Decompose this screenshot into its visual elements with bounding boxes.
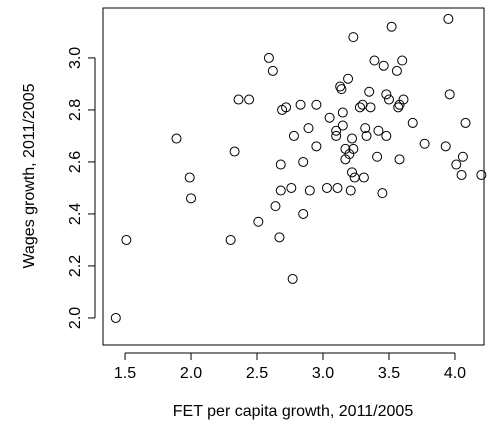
point	[335, 81, 346, 92]
point	[381, 130, 392, 141]
point	[443, 13, 454, 24]
point	[440, 141, 451, 152]
point	[348, 32, 359, 43]
point	[456, 169, 467, 180]
point	[311, 141, 322, 152]
point	[451, 159, 462, 170]
point	[233, 94, 244, 105]
point	[171, 133, 182, 144]
point	[311, 99, 322, 110]
point	[397, 55, 408, 66]
point	[365, 102, 376, 113]
point	[393, 102, 404, 113]
point	[331, 130, 342, 141]
point	[287, 273, 298, 284]
point	[373, 125, 384, 136]
point	[476, 169, 487, 180]
point	[407, 117, 418, 128]
point	[460, 117, 471, 128]
point	[377, 188, 388, 199]
point	[286, 182, 297, 193]
point	[340, 154, 351, 165]
point	[369, 55, 380, 66]
point	[331, 125, 342, 136]
point	[394, 154, 405, 165]
point	[298, 156, 309, 167]
x-axis-title: FET per capita growth, 2011/2005	[173, 403, 414, 420]
point	[354, 102, 365, 113]
point	[298, 208, 309, 219]
point	[340, 143, 351, 154]
point	[253, 216, 264, 227]
point	[457, 151, 468, 162]
point	[337, 120, 348, 131]
point	[444, 89, 455, 100]
point	[281, 102, 292, 113]
y-tick-label: 2.0	[67, 307, 84, 329]
point	[372, 151, 383, 162]
point	[110, 312, 121, 323]
point	[361, 130, 372, 141]
x-tick-label: 3.5	[378, 365, 400, 382]
point	[383, 94, 394, 105]
point	[295, 99, 306, 110]
y-tick-label: 2.4	[67, 203, 84, 225]
point	[275, 185, 286, 196]
x-tick-label: 3.0	[312, 365, 334, 382]
point	[345, 185, 356, 196]
y-tick-label: 3.0	[67, 47, 84, 69]
y-tick-label: 2.6	[67, 151, 84, 173]
point	[349, 172, 360, 183]
x-tick-label: 1.5	[114, 365, 136, 382]
point	[275, 159, 286, 170]
x-tick-label: 2.5	[246, 365, 268, 382]
point	[386, 21, 397, 32]
plot-box	[102, 7, 485, 346]
point	[358, 172, 369, 183]
x-tick-label: 4.0	[444, 365, 466, 382]
point	[337, 107, 348, 118]
point	[288, 130, 299, 141]
point	[225, 234, 236, 245]
point	[244, 94, 255, 105]
point	[343, 73, 354, 84]
y-tick-label: 2.8	[67, 99, 84, 121]
point	[398, 94, 409, 105]
y-axis-title: Wages growth, 2011/2005	[21, 83, 38, 268]
point	[394, 99, 405, 110]
point	[344, 149, 355, 160]
point	[121, 234, 132, 245]
point	[364, 86, 375, 97]
point	[270, 201, 281, 212]
point	[347, 133, 358, 144]
point	[347, 167, 358, 178]
point	[186, 193, 197, 204]
point	[229, 146, 240, 157]
point	[391, 65, 402, 76]
point	[332, 182, 343, 193]
point	[336, 84, 347, 95]
x-tick-label: 2.0	[180, 365, 202, 382]
point	[381, 89, 392, 100]
point	[348, 143, 359, 154]
point	[274, 232, 285, 243]
point	[378, 60, 389, 71]
point	[360, 123, 371, 134]
point	[303, 123, 314, 134]
point	[321, 182, 332, 193]
point	[324, 112, 335, 123]
point	[267, 65, 278, 76]
point	[184, 172, 195, 183]
y-tick-label: 2.2	[67, 255, 84, 277]
point	[263, 52, 274, 63]
point	[419, 138, 430, 149]
point	[304, 185, 315, 196]
